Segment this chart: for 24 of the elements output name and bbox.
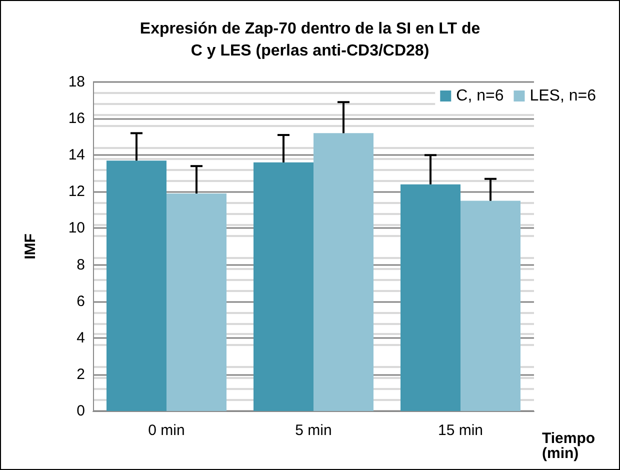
x-axis-title: Tiempo (min)	[542, 430, 596, 462]
y-tick-label: 0	[76, 402, 85, 420]
y-tick-label: 8	[76, 256, 85, 274]
y-tick-label: 6	[76, 292, 85, 310]
bar	[400, 184, 460, 411]
y-tick-label: 2	[76, 366, 85, 383]
y-axis-title: IMF	[22, 234, 39, 260]
y-tick-label: 4	[76, 329, 85, 346]
y-tick-label: 18	[68, 74, 85, 90]
y-tick-label: 16	[68, 110, 85, 128]
bar	[166, 193, 226, 411]
y-tick-label: 10	[68, 220, 85, 237]
y-tick-label: 14	[68, 146, 85, 164]
legend-label: LES, n=6	[530, 88, 596, 104]
bar	[460, 200, 520, 411]
y-tick-label: 12	[68, 183, 85, 200]
x-tick-label: 15 min	[438, 422, 484, 439]
chart-title: Expresión de Zap-70 dentro de la SI en LT de C y LES (perlas anti-CD3/CD28)	[140, 20, 480, 60]
bar	[106, 160, 166, 411]
x-tick-label: 5 min	[295, 422, 332, 439]
x-tick-label: 0 min	[148, 422, 185, 439]
legend-label: C, n=6	[456, 88, 504, 104]
bar	[254, 162, 314, 411]
bar	[314, 133, 374, 411]
